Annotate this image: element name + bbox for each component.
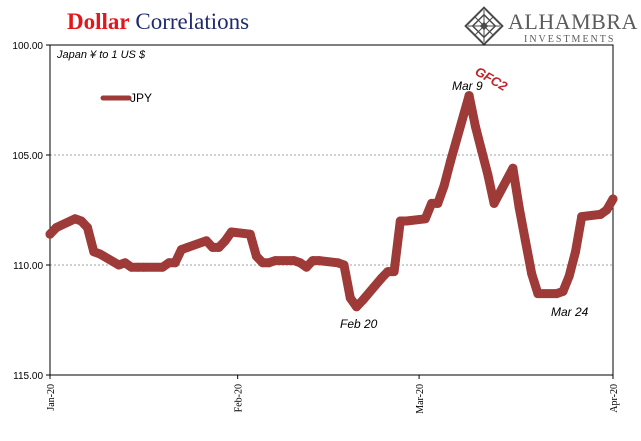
y-tick-label: 100.00 — [12, 41, 43, 52]
data-point — [83, 223, 92, 233]
x-tick-label: Apr-20 — [609, 384, 620, 413]
alhambra-logo: ALHAMBRA INVESTMENTS — [464, 6, 637, 48]
data-point — [183, 242, 193, 252]
data-point — [158, 262, 168, 272]
data-point — [445, 157, 455, 167]
data-point — [608, 194, 618, 204]
y-tick-label: 110.00 — [13, 261, 43, 272]
x-axis: Jan-20 Feb-20 Mar-20 Apr-20 — [46, 375, 620, 414]
y-axis: 100.00 105.00 110.00 115.00 — [12, 41, 50, 382]
annotation-feb20: Feb 20 — [340, 317, 378, 331]
data-point — [258, 258, 268, 268]
legend: JPY — [100, 91, 152, 105]
data-point — [377, 273, 386, 283]
chart-title: Dollar Correlations — [67, 9, 249, 35]
data-point — [577, 212, 587, 222]
data-point — [251, 251, 261, 261]
data-point — [170, 258, 180, 268]
data-point — [51, 223, 61, 233]
data-point — [245, 229, 255, 239]
alhambra-diamond-icon — [464, 6, 504, 46]
annotation-mar9: Mar 9 — [452, 79, 483, 93]
data-point — [270, 256, 280, 266]
data-point — [489, 198, 499, 208]
data-point — [527, 269, 537, 279]
data-point — [214, 242, 224, 252]
chart-title-correlations: Correlations — [129, 9, 250, 34]
data-point — [395, 216, 405, 226]
data-point — [45, 229, 55, 239]
data-point — [76, 216, 86, 226]
data-point — [308, 256, 318, 266]
data-point — [208, 242, 218, 252]
data-point — [520, 236, 530, 246]
data-point — [139, 262, 149, 272]
plot-frame — [49, 44, 614, 376]
y-tick-label: 115.00 — [13, 371, 43, 382]
data-point — [602, 205, 612, 215]
annotation-mar24: Mar 24 — [551, 305, 589, 319]
data-point — [345, 293, 355, 303]
logo-subtitle: INVESTMENTS — [524, 34, 616, 45]
data-point — [420, 214, 430, 224]
data-points — [45, 91, 618, 312]
data-point — [477, 146, 487, 156]
data-point — [95, 249, 105, 259]
data-point — [439, 181, 449, 191]
data-point — [295, 258, 305, 268]
data-point — [126, 262, 136, 272]
data-point — [533, 289, 543, 299]
data-point — [352, 302, 361, 312]
data-point — [402, 216, 412, 226]
chart-subtitle: Japan ¥ to 1 US $ — [56, 49, 146, 61]
legend-label-jpy: JPY — [130, 91, 152, 105]
data-point — [464, 91, 474, 101]
data-point — [508, 163, 518, 173]
data-point — [201, 236, 211, 246]
data-point — [226, 227, 236, 237]
x-tick-label: Mar-20 — [415, 384, 426, 414]
data-point — [558, 286, 568, 296]
data-point — [571, 247, 580, 257]
data-point — [514, 203, 524, 213]
logo-wordmark: ALHAMBRA — [508, 9, 638, 34]
x-tick-label: Jan-20 — [46, 384, 57, 411]
y-tick-label: 105.00 — [12, 151, 43, 162]
data-point — [483, 170, 493, 180]
x-tick-label: Feb-20 — [234, 384, 245, 412]
data-point — [383, 267, 393, 277]
data-point — [164, 258, 174, 268]
data-point — [427, 198, 437, 208]
data-point — [302, 262, 311, 272]
data-point — [133, 262, 143, 272]
data-point — [339, 260, 349, 270]
data-point — [389, 267, 399, 277]
data-point — [433, 198, 443, 208]
data-point — [220, 236, 230, 246]
chart-title-dollar: Dollar — [67, 9, 130, 34]
data-point — [358, 295, 368, 305]
data-point — [314, 256, 324, 266]
data-point — [470, 121, 480, 131]
data-point — [564, 271, 574, 281]
